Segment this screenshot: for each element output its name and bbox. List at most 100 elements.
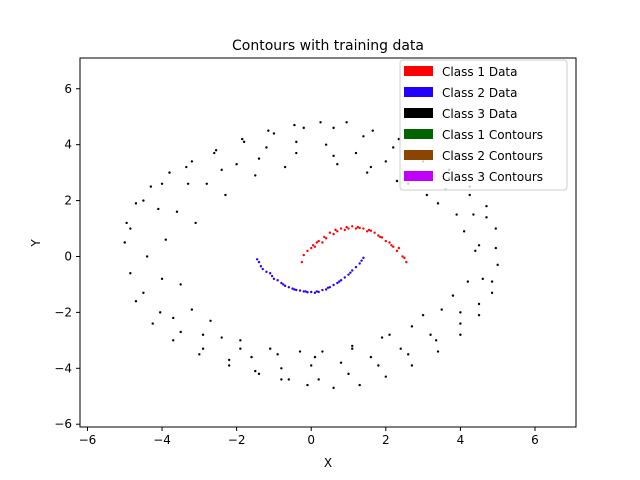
data-point bbox=[295, 140, 298, 144]
data-point bbox=[283, 284, 287, 288]
data-point bbox=[239, 339, 242, 342]
y-tick-label: 0 bbox=[64, 249, 72, 263]
data-point bbox=[175, 210, 179, 213]
data-point bbox=[254, 174, 257, 177]
x-axis-ticks: −6 −4 −2 0 2 4 6 bbox=[79, 427, 539, 447]
data-point bbox=[358, 226, 361, 230]
data-point bbox=[293, 123, 296, 127]
data-point bbox=[265, 270, 268, 274]
data-point bbox=[345, 225, 348, 229]
y-tick-label: −4 bbox=[54, 361, 72, 375]
data-point bbox=[459, 333, 462, 336]
data-point bbox=[214, 149, 218, 152]
data-point bbox=[388, 333, 391, 336]
data-point bbox=[490, 280, 494, 283]
data-point bbox=[354, 265, 358, 269]
data-point bbox=[384, 160, 388, 163]
data-point bbox=[477, 302, 481, 306]
data-point bbox=[380, 236, 384, 239]
data-point bbox=[474, 249, 477, 253]
data-point bbox=[129, 227, 132, 230]
data-point bbox=[324, 237, 328, 240]
data-point bbox=[142, 291, 145, 295]
data-point bbox=[149, 185, 153, 188]
data-point bbox=[455, 213, 458, 216]
data-point bbox=[287, 378, 291, 381]
data-point bbox=[259, 265, 263, 268]
legend-box bbox=[399, 59, 568, 191]
data-point bbox=[360, 259, 363, 262]
data-point bbox=[323, 235, 326, 239]
data-point bbox=[365, 171, 369, 174]
data-point bbox=[261, 267, 264, 271]
data-point bbox=[190, 160, 194, 163]
legend-swatch bbox=[404, 129, 433, 139]
data-point bbox=[164, 238, 167, 241]
data-point bbox=[358, 383, 361, 387]
data-point bbox=[254, 369, 257, 373]
data-point bbox=[405, 260, 408, 264]
x-tick-label: 4 bbox=[457, 433, 465, 447]
data-point bbox=[328, 231, 332, 234]
data-point bbox=[377, 364, 380, 367]
data-point bbox=[257, 372, 261, 376]
y-tick-label: −6 bbox=[54, 417, 72, 431]
data-point bbox=[168, 171, 171, 174]
data-point bbox=[339, 279, 343, 282]
data-point bbox=[172, 316, 175, 320]
data-point bbox=[336, 163, 339, 166]
data-point bbox=[319, 121, 322, 124]
data-point bbox=[310, 290, 313, 294]
legend-swatch bbox=[404, 171, 433, 181]
data-point bbox=[280, 378, 283, 381]
data-point bbox=[494, 227, 498, 230]
data-point bbox=[347, 273, 350, 276]
data-point bbox=[358, 262, 361, 265]
data-point bbox=[337, 280, 341, 283]
data-point bbox=[306, 383, 309, 387]
data-point bbox=[125, 221, 128, 225]
data-point bbox=[365, 230, 369, 233]
data-point bbox=[481, 277, 484, 281]
data-point bbox=[295, 151, 298, 155]
data-point bbox=[250, 355, 253, 359]
data-point bbox=[434, 339, 438, 342]
legend-swatch bbox=[404, 87, 433, 97]
legend-label: Class 3 Data bbox=[442, 107, 518, 121]
data-point bbox=[315, 290, 319, 293]
x-tick-label: 2 bbox=[382, 433, 390, 447]
data-point bbox=[185, 165, 188, 169]
data-point bbox=[304, 290, 307, 293]
x-tick-label: 6 bbox=[531, 433, 539, 447]
data-point bbox=[459, 311, 462, 314]
data-point bbox=[362, 227, 365, 230]
data-point bbox=[485, 216, 488, 219]
data-point bbox=[276, 353, 279, 356]
data-point bbox=[220, 336, 223, 339]
x-tick-label: 0 bbox=[307, 433, 315, 447]
data-point bbox=[354, 227, 358, 230]
data-point bbox=[328, 286, 332, 289]
data-point bbox=[310, 246, 313, 250]
data-point bbox=[298, 289, 302, 292]
data-point bbox=[317, 239, 320, 243]
data-point bbox=[477, 313, 481, 317]
data-point bbox=[276, 279, 279, 282]
data-point bbox=[257, 260, 261, 264]
data-point bbox=[313, 355, 317, 359]
data-point bbox=[399, 347, 402, 350]
data-point bbox=[347, 227, 350, 230]
data-point bbox=[198, 353, 201, 356]
data-point bbox=[395, 179, 399, 183]
data-point bbox=[362, 135, 365, 138]
data-point bbox=[306, 249, 309, 253]
x-tick-label: −2 bbox=[228, 433, 246, 447]
data-point bbox=[406, 353, 410, 356]
y-tick-label: 4 bbox=[64, 138, 72, 152]
data-point bbox=[235, 163, 238, 166]
data-point bbox=[123, 241, 126, 244]
data-point bbox=[472, 213, 475, 216]
data-point bbox=[429, 333, 432, 336]
data-point bbox=[267, 129, 270, 132]
data-point bbox=[272, 277, 276, 281]
